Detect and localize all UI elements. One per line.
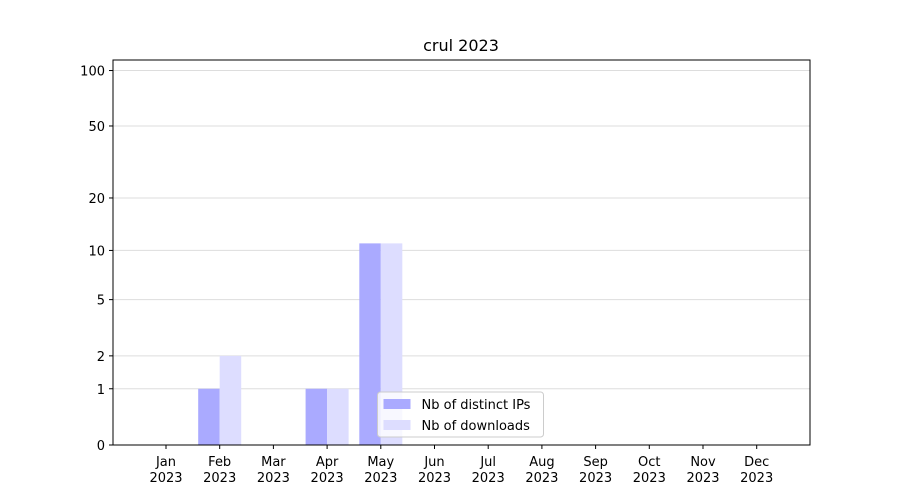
x-tick-label-month: Jul [479,455,496,470]
x-tick-label-month: Aug [529,455,554,470]
plot-frame [112,59,811,446]
bar [305,388,328,445]
x-tick-label-year: 2023 [686,471,719,486]
x-tick-label-month: Sep [583,455,608,470]
legend-label: Nb of downloads [422,419,531,434]
x-tick-label: Mar 2023 [257,455,290,486]
x-tick-label: May 2023 [364,455,397,486]
x-tick-label-month: Nov [690,455,716,470]
x-tick-label: Jun 2023 [418,455,451,486]
x-tick-label: Dec 2023 [740,455,773,486]
x-tick-label: Nov 2023 [686,455,719,486]
y-tick-label: 1 [97,383,105,398]
x-tick-label-year: 2023 [740,471,773,486]
x-tick-label-month: Jun [423,455,444,470]
x-tick-label: Jan 2023 [149,455,182,486]
x-tick-label-year: 2023 [579,471,612,486]
x-tick-label: Jul 2023 [472,455,505,486]
y-tick-label: 50 [88,120,105,135]
y-tick-label: 5 [97,294,105,309]
x-tick-label-year: 2023 [311,471,344,486]
y-tick-label: 0 [97,439,105,454]
legend-swatch [383,420,411,430]
x-tick-label-month: Oct [638,455,660,470]
bar [198,388,220,445]
x-tick-label-month: Apr [316,455,339,470]
x-tick-label-year: 2023 [257,471,290,486]
x-tick-label: Feb 2023 [203,455,236,486]
bar [327,388,349,445]
x-tick-label-month: May [367,455,394,470]
x-tick-label-year: 2023 [472,471,505,486]
y-tick-label: 10 [88,244,105,259]
x-tick-label-year: 2023 [418,471,451,486]
x-tick-label: Sep 2023 [579,455,612,486]
bar [219,355,242,445]
x-tick-label-year: 2023 [203,471,236,486]
bar [359,243,381,445]
legend-box [377,391,544,438]
x-tick-label-month: Mar [261,455,286,470]
x-tick-label-year: 2023 [525,471,558,486]
x-tick-label: Apr 2023 [311,455,344,486]
y-tick-label: 100 [80,65,105,80]
x-tick-label-month: Dec [744,455,769,470]
x-tick-label-year: 2023 [364,471,397,486]
x-tick-label-month: Jan [155,455,176,470]
legend-swatch [383,399,411,409]
x-tick-label-year: 2023 [633,471,666,486]
x-tick-label: Aug 2023 [525,455,558,486]
y-tick-label: 20 [88,192,105,207]
x-tick-label-year: 2023 [149,471,182,486]
y-tick-label: 2 [97,350,105,365]
chart-title: crul 2023 [423,36,499,55]
x-tick-label-month: Feb [208,455,231,470]
legend-label: Nb of distinct IPs [422,398,531,413]
x-tick-label: Oct 2023 [633,455,666,486]
